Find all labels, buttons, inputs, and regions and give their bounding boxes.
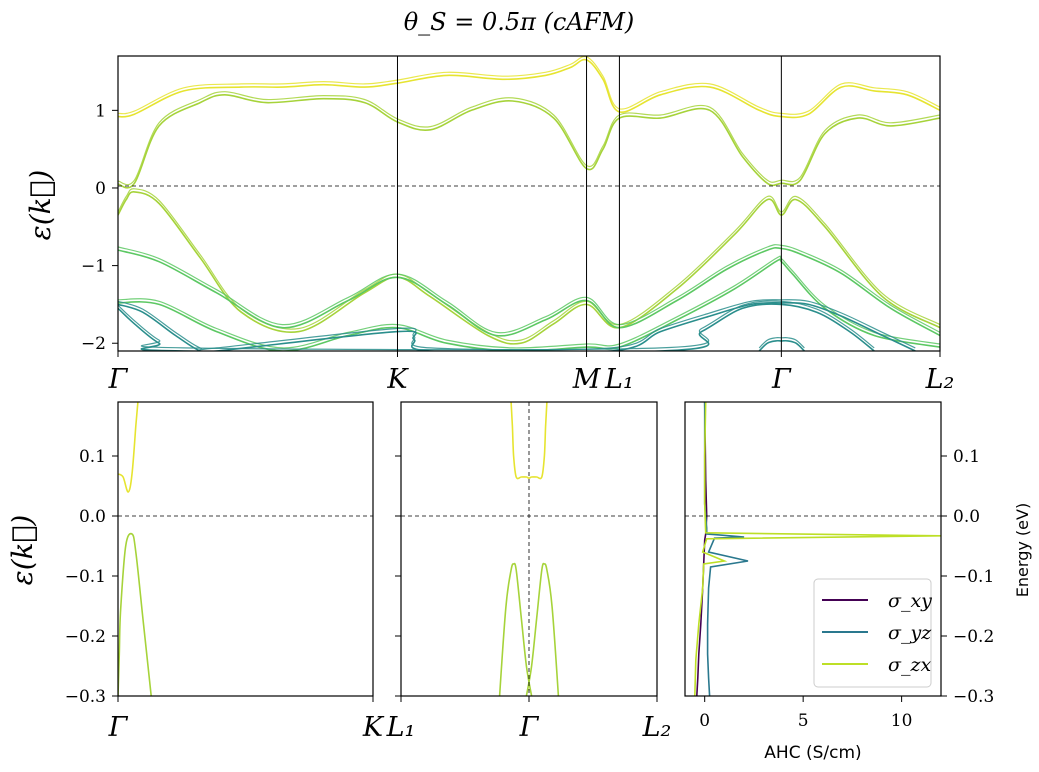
top-xtick-label: Γ: [771, 364, 792, 395]
bottom-left-band-curves: [118, 402, 152, 696]
top-xtick-label: K: [386, 364, 409, 395]
bottom-right-ytick-label: −0.3: [953, 687, 994, 707]
top-band-curves: [118, 56, 940, 351]
bottom-right-ytick-label: −0.1: [953, 567, 994, 587]
top-ytick-label: −1: [81, 257, 106, 277]
legend-box: [813, 578, 932, 688]
bottom-mid-band-curves: [498, 402, 560, 696]
legend-label: σ_xy: [888, 590, 932, 612]
ahc-xtick-label: 5: [798, 711, 809, 731]
top-x-axis: Γ K M L₁ Γ L₂: [108, 351, 955, 395]
bottom-mid-series-cb: [510, 402, 548, 480]
ahc-x-axis-label: AHC (S/cm): [764, 743, 861, 763]
top-panel: 1 0 −1 −2 Γ K M L₁ Γ L₂ ε(k⃗): [24, 55, 955, 395]
top-ytick-label: −2: [81, 334, 106, 354]
bottom-mid-y-ticks: [395, 455, 401, 697]
top-ytick-label: 0: [95, 179, 106, 199]
ahc-curves: [694, 402, 941, 696]
ahc-xtick-label: 0: [699, 711, 710, 731]
bottom-left-ytick-label: 0.0: [79, 507, 106, 527]
top-ytick-label: 1: [95, 101, 106, 121]
bottom-left-frame: [117, 401, 374, 697]
top-y-axis-label: ε(k⃗): [24, 170, 57, 241]
bottom-left-ytick-label: −0.1: [65, 567, 106, 587]
bottom-mid-xtick-label: L₂: [642, 712, 672, 743]
bottom-mid-xtick-label: L₁: [386, 712, 416, 743]
top-xtick-label: L₂: [925, 364, 955, 395]
bottom-right-series-σ_zx: [694, 402, 941, 696]
bottom-left-ytick-label: −0.2: [65, 627, 106, 647]
bottom-mid-series-vb-left: [498, 562, 533, 696]
bottom-mid-series-vb-right: [525, 562, 560, 696]
ahc-x-axis: 0 5 10: [699, 696, 912, 731]
top-high-symmetry-lines: [396, 56, 782, 351]
chart-title: θ_S = 0.5π (cAFM): [404, 8, 635, 36]
bottom-right-series-σ_yz: [703, 402, 749, 696]
top-series-vb-2: [118, 246, 940, 337]
bottom-right-ytick-label: 0.1: [953, 447, 980, 467]
top-y-axis: 1 0 −1 −2: [81, 101, 118, 354]
bottom-left-ytick-label: −0.3: [65, 687, 106, 707]
bottom-mid-x-axis: L₁ Γ L₂: [386, 696, 672, 743]
top-series-vb-5-split-0: [118, 300, 875, 351]
legend: σ_xy σ_yz σ_zx: [813, 578, 932, 688]
top-xtick-label: L₁: [604, 364, 634, 395]
legend-label: σ_zx: [888, 654, 931, 676]
top-series-vb-1: [118, 191, 940, 345]
bottom-right-ytick-label: 0.0: [953, 507, 980, 527]
bottom-left-xtick-label: K: [362, 712, 385, 743]
top-series-cb-lower-split-0: [118, 91, 940, 186]
ahc-xtick-label: 10: [891, 711, 913, 731]
bottom-right-ytick-label: −0.2: [953, 627, 994, 647]
bottom-right-panel: 0.1 0.0 −0.1 −0.2 −0.3 0 5 10 AHC (S/cm) Energ…: [684, 401, 1032, 763]
top-series-vb-1-split-0: [118, 188, 940, 342]
top-series-vb-2-split-0: [118, 244, 940, 334]
ahc-y-axis-label: Energy (eV): [1013, 503, 1032, 597]
bottom-left-series-cb: [118, 402, 139, 493]
top-series-vb-5: [118, 303, 875, 351]
top-frame: [117, 55, 941, 352]
bottom-left-xtick-label: Γ: [108, 712, 129, 743]
top-series-cb-upper: [118, 58, 940, 119]
legend-label: σ_yz: [888, 622, 932, 644]
top-series-vb-3: [118, 258, 940, 351]
ahc-y-axis: 0.1 0.0 −0.1 −0.2 −0.3: [941, 447, 994, 707]
bottom-mid-xtick-label: Γ: [519, 712, 540, 743]
top-series-cb-lower: [118, 93, 940, 189]
top-xtick-label: M: [572, 364, 602, 395]
bottom-left-y-axis: 0.1 0.0 −0.1 −0.2 −0.3: [65, 447, 118, 707]
top-series-cb-upper-split-0: [118, 56, 940, 115]
top-xtick-label: Γ: [108, 364, 129, 395]
bottom-left-ytick-label: 0.1: [79, 447, 106, 467]
bottom-left-y-axis-label: ε(k⃗): [6, 515, 39, 586]
bottom-right-frame: [684, 401, 942, 697]
bottom-mid-panel: L₁ Γ L₂: [386, 401, 672, 743]
bottom-left-series-vb: [118, 532, 152, 696]
top-series-vb-3-split-0: [118, 255, 940, 349]
